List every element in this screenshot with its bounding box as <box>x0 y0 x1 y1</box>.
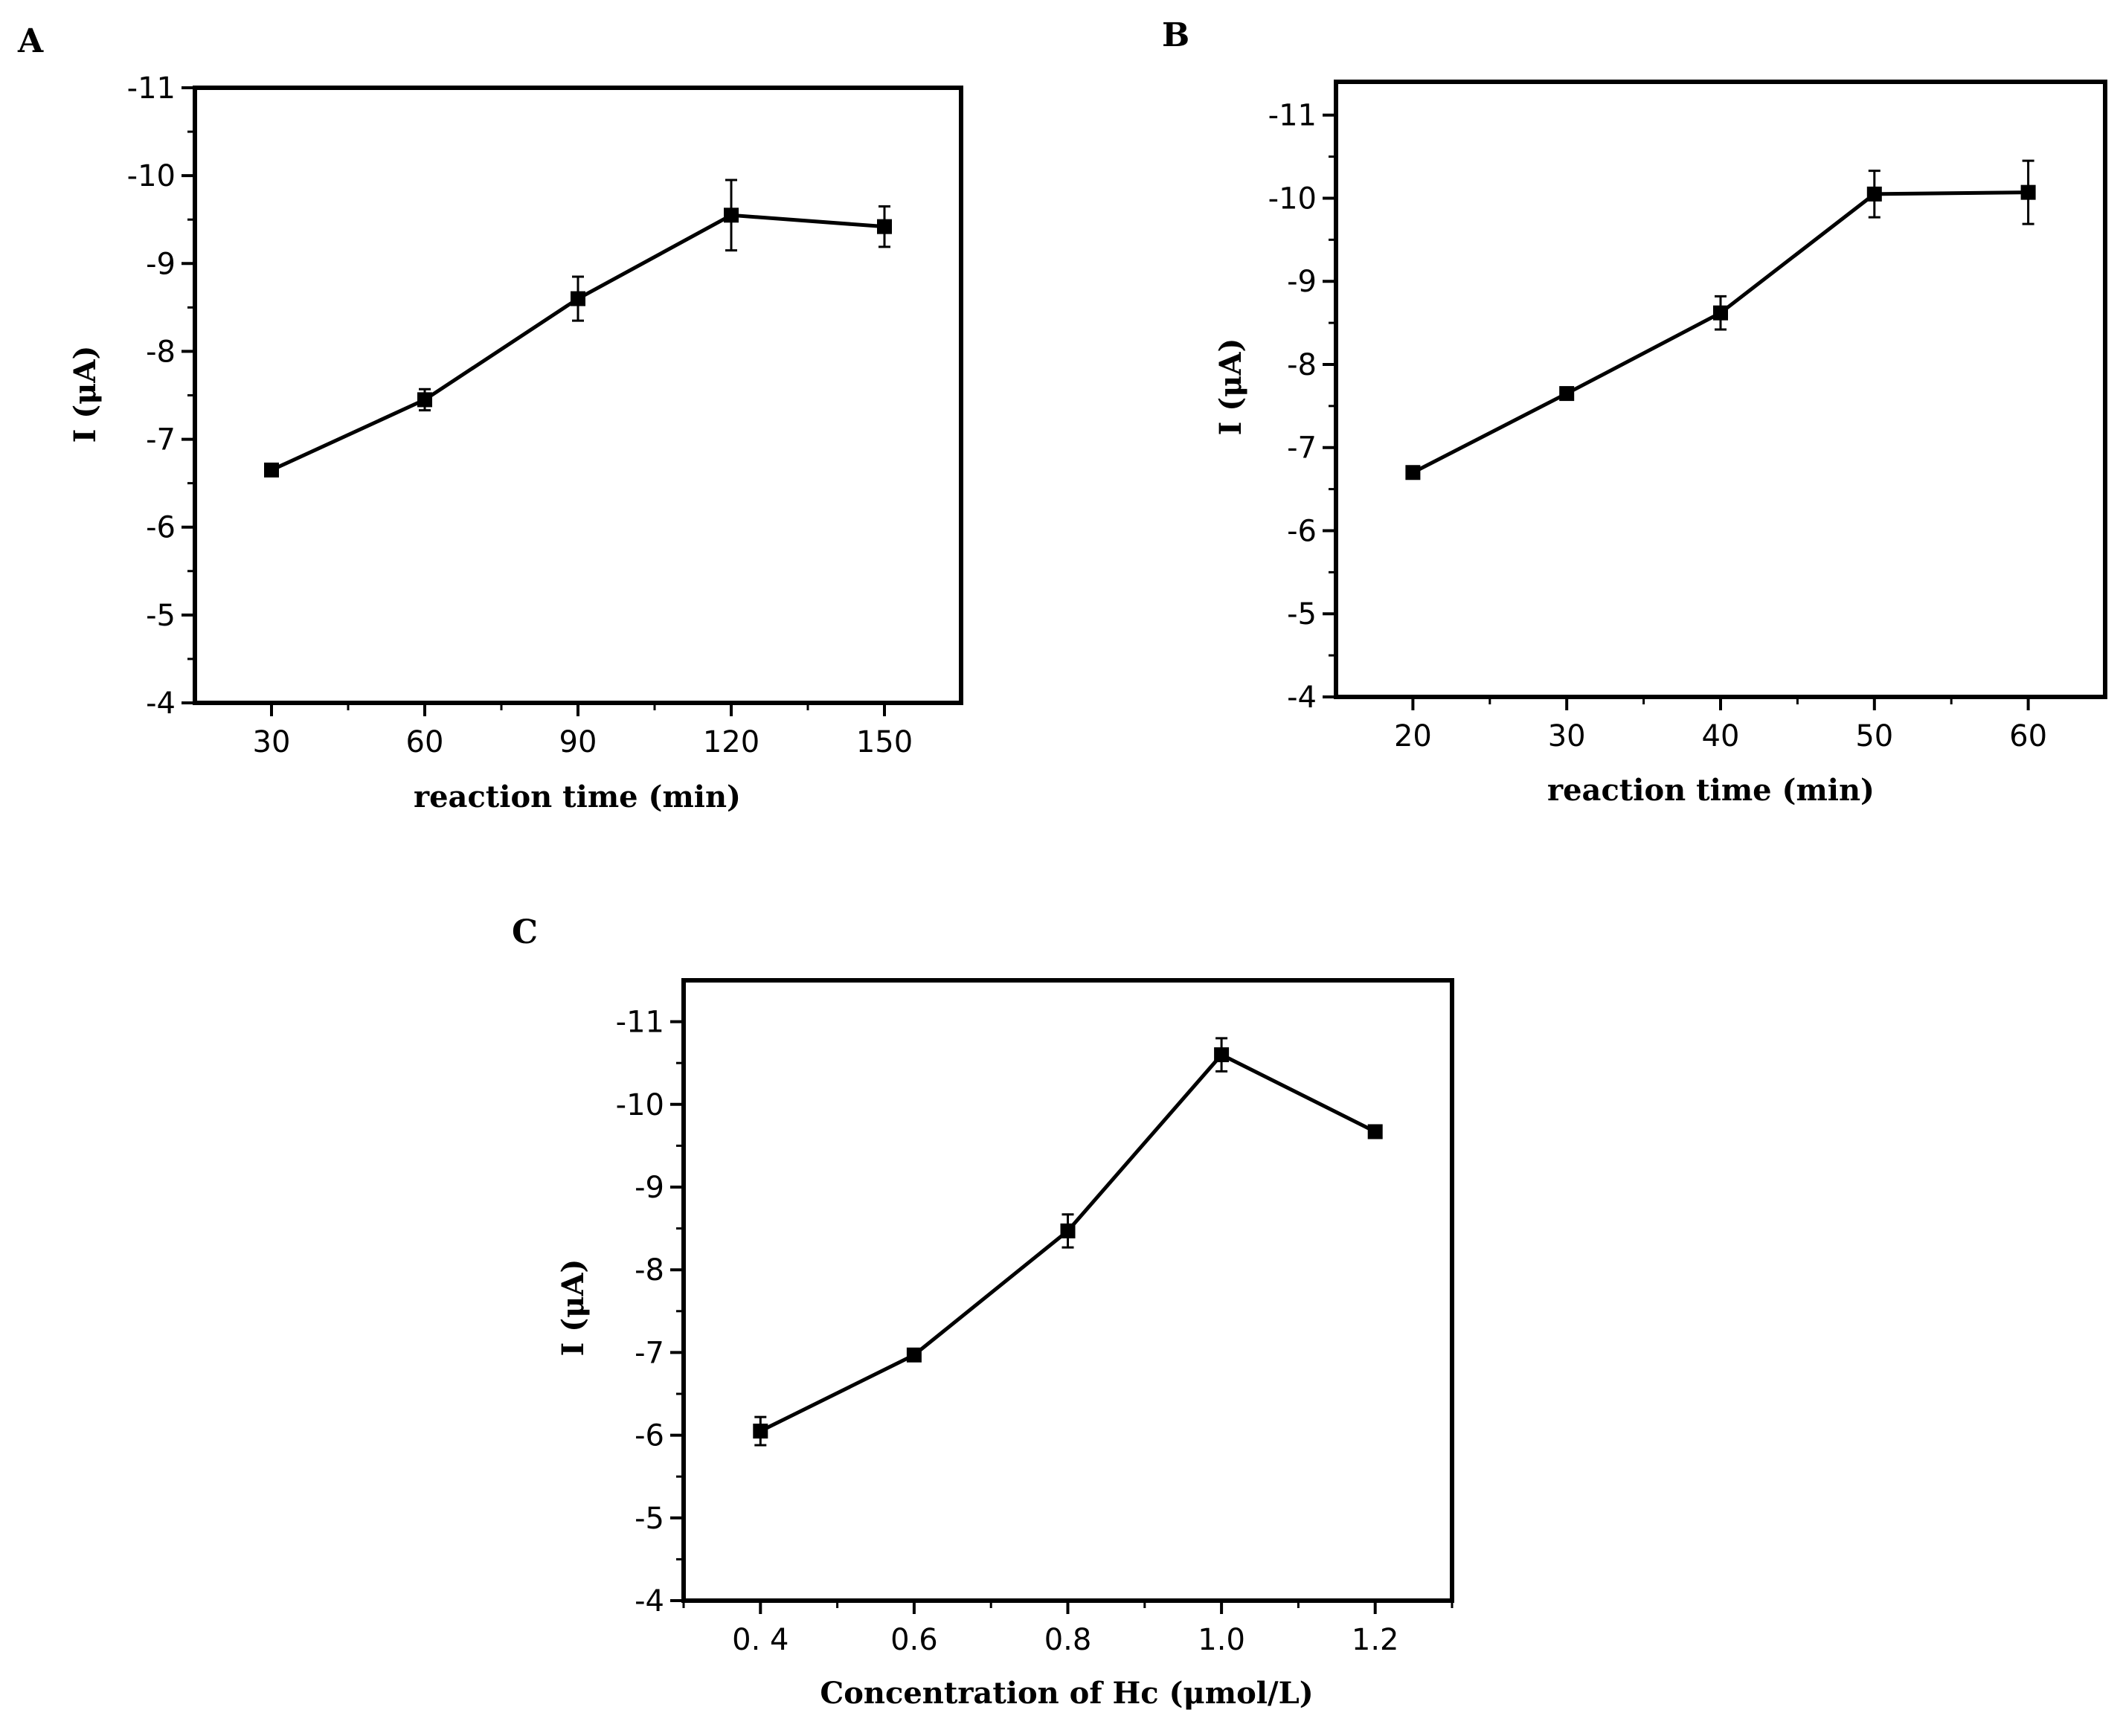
chart-c-x-axis-title: Concentration of Hc (μmol/L) <box>820 1676 1313 1711</box>
chart-b-xtick-label: 20 <box>1394 719 1432 753</box>
chart-c-xtick-label: 0.6 <box>890 1623 938 1657</box>
chart-b-xtick-label: 30 <box>1548 719 1586 753</box>
chart-c-ytick-label: -5 <box>635 1502 664 1536</box>
chart-c-ytick-label: -6 <box>635 1419 664 1453</box>
chart-a-ytick-label: -6 <box>146 511 176 545</box>
chart-a-ytick-label: -11 <box>127 71 176 106</box>
chart-a-y-axis-title: I (μA) <box>68 346 103 443</box>
chart-a-xtick-label: 90 <box>559 725 597 759</box>
chart-a-xtick-label: 150 <box>856 725 913 759</box>
chart-b-data-point <box>1866 186 1882 202</box>
chart-c-ytick-label: -7 <box>635 1336 664 1370</box>
chart-b-ytick-label: -11 <box>1268 99 1317 133</box>
chart-a-x-axis-title: reaction time (min) <box>414 779 741 814</box>
chart-a: A -11 -10 -9 -8 -7 -6 -5 -4 30 60 90 120 150 reaction … <box>17 22 963 814</box>
chart-c-ytick-label: -9 <box>635 1171 664 1205</box>
chart-a-xtick-label: 120 <box>703 725 759 759</box>
chart-a-ytick-label: -4 <box>146 687 176 721</box>
chart-b-data-point <box>1559 386 1575 402</box>
chart-c-data-point <box>753 1424 768 1439</box>
chart-b-ytick-label: -8 <box>1287 348 1317 382</box>
chart-c-xtick-label: 0.8 <box>1044 1623 1092 1657</box>
chart-b-data-point <box>1713 305 1728 321</box>
chart-c-data-point <box>1367 1124 1383 1139</box>
chart-a-data-point <box>724 208 739 223</box>
chart-b-x-axis-title: reaction time (min) <box>1547 773 1875 808</box>
chart-c-panel-letter: C <box>512 913 538 951</box>
chart-b-data-point <box>2020 184 2036 200</box>
chart-b-xtick-label: 60 <box>2009 719 2047 753</box>
chart-b-ytick-label: -6 <box>1287 514 1317 548</box>
chart-a-data-point <box>571 291 585 306</box>
chart-c-ytick-label: -10 <box>616 1088 664 1122</box>
chart-a-ytick-label: -10 <box>127 159 176 193</box>
chart-a-data-point <box>264 462 279 478</box>
chart-c-data-point <box>1060 1223 1076 1238</box>
chart-c-ytick-label: -11 <box>616 1006 664 1040</box>
chart-a-ytick-label: -8 <box>146 335 176 369</box>
chart-b-ytick-label: -10 <box>1268 181 1317 216</box>
chart-a-series-line <box>270 213 885 472</box>
chart-c-ytick-label: -8 <box>635 1253 664 1287</box>
chart-a-plot-frame <box>193 86 963 705</box>
chart-b-data-point <box>1405 465 1421 480</box>
chart-a-ytick-label: -7 <box>146 423 176 457</box>
chart-c-data-point <box>906 1347 922 1363</box>
chart-c-plot-frame <box>681 978 1454 1603</box>
chart-c-data-point <box>1214 1047 1230 1063</box>
chart-a-panel-letter: A <box>17 22 44 60</box>
chart-a-data-point <box>877 219 892 234</box>
chart-b-ytick-label: -5 <box>1287 597 1317 631</box>
chart-b-y-axis-title: I (μA) <box>1213 338 1248 436</box>
chart-b-ytick-label: -4 <box>1287 681 1317 715</box>
chart-b: B -11 -10 -9 -8 -7 -6 -5 -4 20 30 40 50 60 reaction ti… <box>1162 16 2107 808</box>
chart-c-y-axis-title: I (μA) <box>556 1259 591 1357</box>
chart-a-ytick-label: -5 <box>146 599 176 633</box>
chart-c-xtick-label: 0. 4 <box>732 1623 789 1657</box>
chart-a-ytick-label: -9 <box>146 247 176 281</box>
chart-c: C -11 -10 -9 -8 -7 -6 -5 -4 0. 4 0.6 0.8 1.0 1.2 Conce… <box>512 913 1454 1711</box>
chart-c-xtick-label: 1.0 <box>1198 1623 1245 1657</box>
chart-b-xtick-label: 40 <box>1702 719 1740 753</box>
chart-b-xtick-label: 50 <box>1855 719 1893 753</box>
chart-a-data-point <box>417 392 432 408</box>
chart-b-ytick-label: -7 <box>1287 431 1317 466</box>
chart-b-plot-frame <box>1334 80 2107 699</box>
chart-c-ytick-label: -4 <box>635 1584 664 1618</box>
chart-b-series-line <box>1412 190 2029 475</box>
chart-b-ytick-label: -9 <box>1287 265 1317 299</box>
chart-a-xtick-label: 30 <box>253 725 291 759</box>
chart-a-xtick-label: 60 <box>406 725 444 759</box>
chart-c-xtick-label: 1.2 <box>1352 1623 1399 1657</box>
chart-b-panel-letter: B <box>1162 16 1189 54</box>
